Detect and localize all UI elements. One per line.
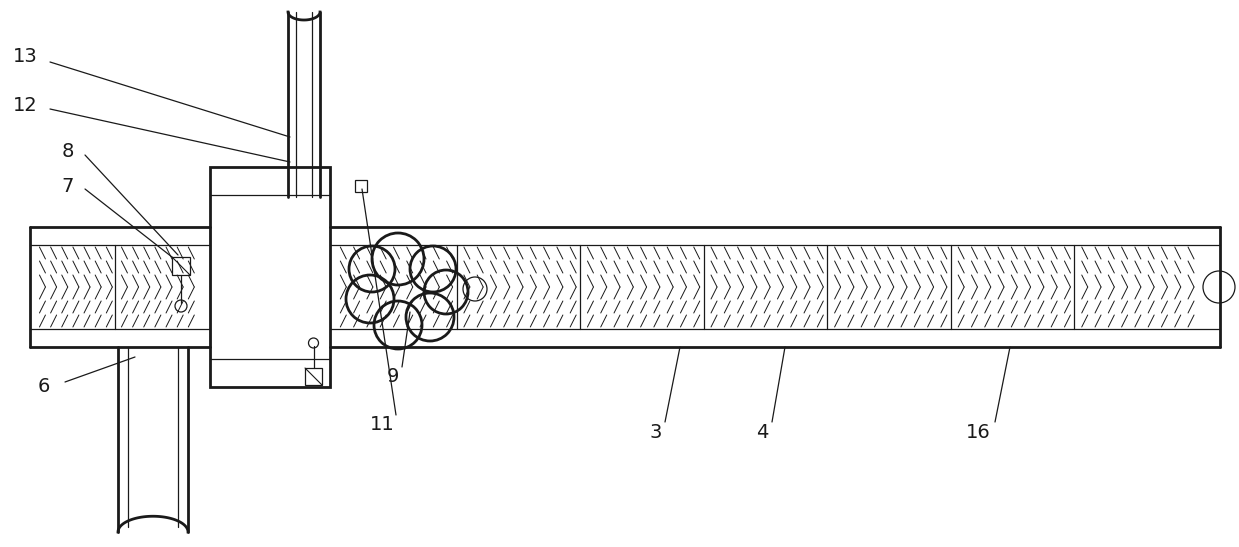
- Text: 13: 13: [12, 48, 37, 67]
- Bar: [172, 257, 190, 275]
- Bar: [356, 180, 367, 192]
- Text: 12: 12: [12, 96, 37, 115]
- Text: 11: 11: [369, 416, 394, 434]
- Text: 9: 9: [387, 368, 399, 387]
- Text: 16: 16: [965, 422, 990, 441]
- Text: 3: 3: [649, 422, 662, 441]
- Text: 4: 4: [756, 422, 768, 441]
- Text: 6: 6: [38, 377, 51, 397]
- Text: 7: 7: [62, 177, 74, 196]
- Text: 8: 8: [62, 143, 74, 161]
- Bar: [209, 167, 330, 387]
- Bar: [305, 368, 322, 385]
